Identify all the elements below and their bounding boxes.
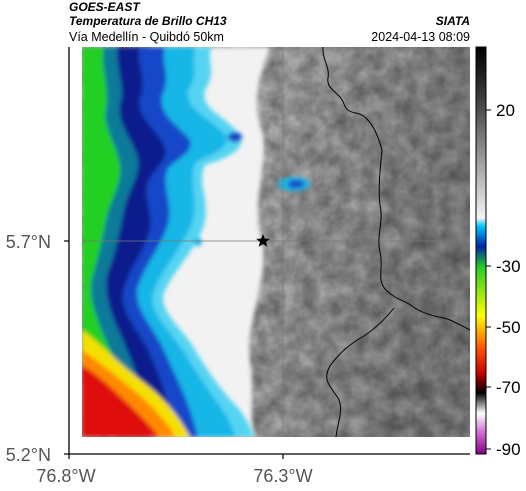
colorbar-gradient <box>475 46 487 455</box>
colorbar: 20 -30 -50 -70 -90 <box>475 46 521 459</box>
star-icon <box>256 234 270 247</box>
colorbar-label: -30 <box>496 257 521 276</box>
lat-tick-label: 5.2°N <box>6 445 51 465</box>
lon-tick-label: 76.3°W <box>253 466 312 486</box>
org-label: SIATA <box>435 14 470 28</box>
lon-tick-label: 76.8°W <box>36 466 95 486</box>
route-subtitle: Vía Medellín - Quibdó 50km <box>69 30 224 44</box>
lat-tick-label: 5.7°N <box>6 232 51 252</box>
colorbar-label: -50 <box>496 318 521 337</box>
department-border-south <box>326 307 395 437</box>
product-title: Temperatura de Brillo CH13 <box>69 14 227 28</box>
colorbar-label: -90 <box>496 440 521 459</box>
department-border <box>322 47 470 331</box>
colorbar-label: 20 <box>496 101 515 120</box>
datetime-label: 2024-04-13 08:09 <box>371 30 470 44</box>
satellite-image <box>82 47 470 437</box>
satellite-title: GOES-EAST <box>69 0 140 14</box>
colorbar-label: -70 <box>496 378 521 397</box>
